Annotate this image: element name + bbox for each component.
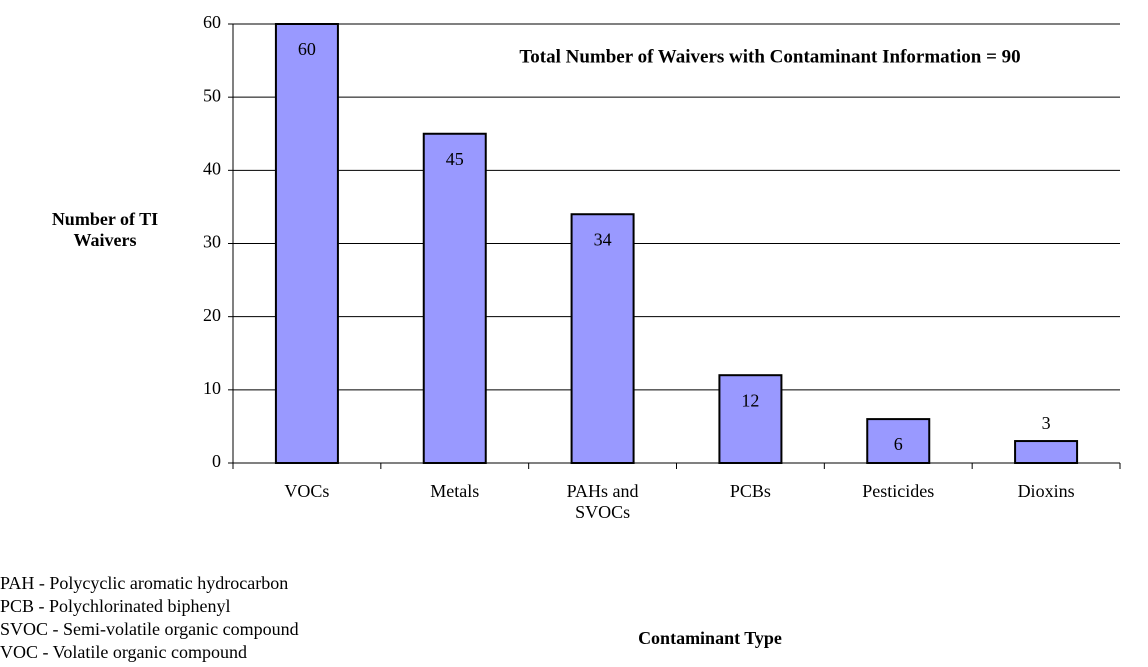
value-label: 12 (741, 390, 759, 410)
bar (1014, 440, 1079, 464)
bar (570, 213, 635, 464)
footnote: SVOC - Semi-volatile organic compound (0, 619, 299, 639)
annotation: Total Number of Waivers with Contaminant… (519, 46, 1020, 67)
footnote: VOC - Volatile organic compound (0, 642, 247, 662)
value-label: 6 (894, 434, 903, 454)
value-label: 60 (298, 39, 316, 59)
x-axis-label: Contaminant Type (638, 628, 782, 648)
x-tick-label: PCBs (729, 481, 771, 501)
y-tick-label: 0 (212, 451, 221, 471)
y-tick-label: 30 (203, 232, 221, 252)
y-tick-label: 10 (203, 378, 221, 398)
footnote: PAH - Polycyclic aromatic hydrocarbon (0, 573, 289, 593)
y-axis-label: Number of TI Waivers (51, 209, 159, 250)
bar (718, 374, 783, 465)
y-tick-label: 60 (203, 12, 221, 32)
value-label: 45 (446, 149, 464, 169)
x-tick-label: Pesticides (862, 481, 935, 501)
x-tick-label: VOCs (284, 481, 330, 501)
x-tick-label: Dioxins (1017, 481, 1075, 501)
bar (422, 132, 487, 464)
footnote: PCB - Polychlorinated biphenyl (0, 596, 231, 616)
x-tick-label: Metals (430, 481, 480, 501)
bar (274, 23, 339, 464)
value-label: 3 (1042, 413, 1051, 433)
x-tick-label: PAHs and SVOCs (566, 481, 639, 522)
value-label: 34 (594, 229, 612, 249)
y-tick-label: 50 (203, 85, 221, 105)
y-tick-label: 40 (203, 158, 221, 178)
y-tick-label: 20 (203, 305, 221, 325)
